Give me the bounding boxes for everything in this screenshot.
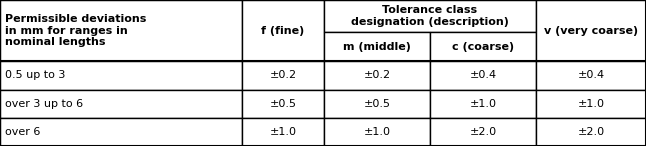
Text: 0.5 up to 3: 0.5 up to 3 [5, 70, 65, 80]
Bar [0, 61, 242, 89]
Bar [536, 118, 646, 146]
Text: ±0.4: ±0.4 [578, 70, 605, 80]
Bar [242, 0, 324, 61]
Text: Tolerance class
designation (description): Tolerance class designation (description… [351, 5, 509, 27]
Bar [324, 61, 430, 89]
Bar [430, 118, 536, 146]
Bar [430, 61, 536, 89]
Bar [0, 89, 242, 118]
Bar [242, 118, 324, 146]
Bar [324, 0, 536, 32]
Text: ±0.2: ±0.2 [269, 70, 297, 80]
Text: ±2.0: ±2.0 [578, 127, 605, 137]
Bar [536, 0, 646, 61]
Bar [324, 32, 430, 61]
Bar [242, 89, 324, 118]
Text: ±1.0: ±1.0 [470, 99, 497, 109]
Bar [0, 118, 242, 146]
Bar [324, 89, 430, 118]
Bar [536, 89, 646, 118]
Text: ±1.0: ±1.0 [578, 99, 605, 109]
Text: ±1.0: ±1.0 [269, 127, 297, 137]
Bar [536, 61, 646, 89]
Text: ±1.0: ±1.0 [364, 127, 390, 137]
Text: over 6: over 6 [5, 127, 41, 137]
Bar [242, 61, 324, 89]
Text: f (fine): f (fine) [262, 26, 305, 36]
Bar [430, 89, 536, 118]
Text: ±0.5: ±0.5 [269, 99, 297, 109]
Bar [0, 0, 242, 61]
Bar [430, 32, 536, 61]
Text: Permissible deviations
in mm for ranges in
nominal lengths: Permissible deviations in mm for ranges … [5, 14, 147, 47]
Text: ±0.4: ±0.4 [470, 70, 497, 80]
Text: over 3 up to 6: over 3 up to 6 [5, 99, 83, 109]
Text: v (very coarse): v (very coarse) [544, 26, 638, 36]
Bar [324, 118, 430, 146]
Text: ±0.2: ±0.2 [364, 70, 391, 80]
Text: ±0.5: ±0.5 [364, 99, 390, 109]
Text: ±2.0: ±2.0 [470, 127, 497, 137]
Text: m (middle): m (middle) [343, 42, 411, 52]
Text: c (coarse): c (coarse) [452, 42, 514, 52]
